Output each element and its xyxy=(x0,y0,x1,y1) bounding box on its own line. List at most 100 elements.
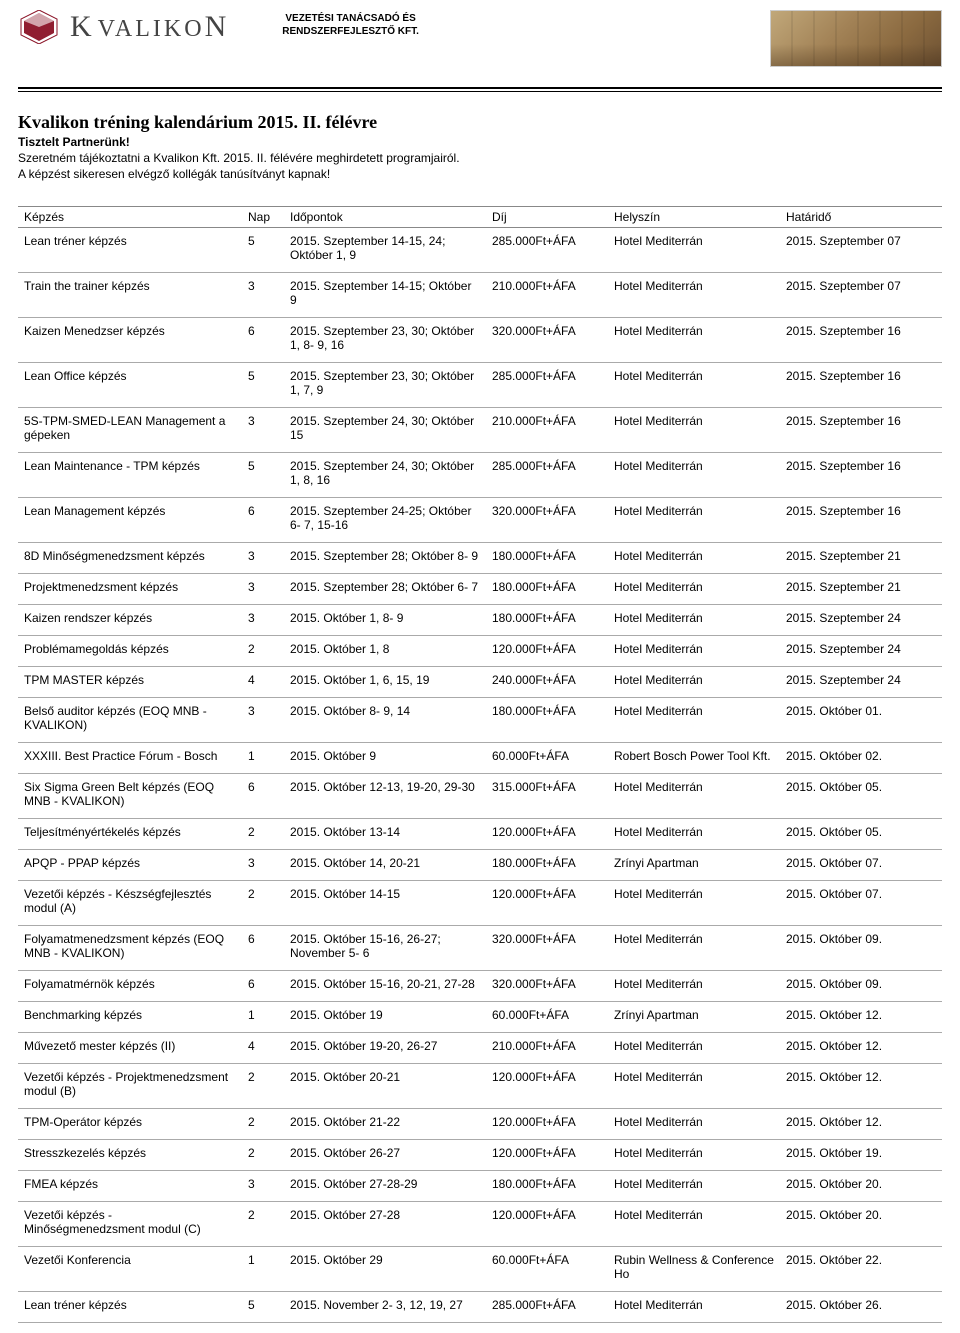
table-row: Vezetői képzés - Minőségmenedzsment modu… xyxy=(18,1202,942,1247)
table-cell: 2015. Október 22. xyxy=(780,1247,942,1292)
table-cell: 6 xyxy=(242,926,284,971)
table-cell: TPM MASTER képzés xyxy=(18,667,242,698)
divider-thin xyxy=(18,91,942,92)
table-cell: 2015. Szeptember 24 xyxy=(780,605,942,636)
table-cell: Teljesítményértékelés képzés xyxy=(18,819,242,850)
table-cell: 2015. Október 12-13, 19-20, 29-30 xyxy=(284,774,486,819)
table-row: Kaizen Menedzser képzés62015. Szeptember… xyxy=(18,318,942,363)
table-cell: 60.000Ft+ÁFA xyxy=(486,743,608,774)
table-row: Projektmenedzsment képzés32015. Szeptemb… xyxy=(18,574,942,605)
table-cell: 2015. Október 02. xyxy=(780,743,942,774)
table-row: Benchmarking képzés12015. Október 1960.0… xyxy=(18,1002,942,1033)
table-cell: Hotel Mediterrán xyxy=(608,498,780,543)
table-cell: 2015. Október 27-28-29 xyxy=(284,1171,486,1202)
table-cell: 2015. Október 14, 20-21 xyxy=(284,850,486,881)
table-cell: 2015. Október 20-21 xyxy=(284,1064,486,1109)
logo-icon xyxy=(18,10,60,44)
table-cell: 180.000Ft+ÁFA xyxy=(486,698,608,743)
table-row: 8D Minőségmenedzsment képzés32015. Szept… xyxy=(18,543,942,574)
table-cell: Hotel Mediterrán xyxy=(608,543,780,574)
table-row: Stresszkezelés képzés22015. Október 26-2… xyxy=(18,1140,942,1171)
table-cell: Vezetői Konferencia xyxy=(18,1247,242,1292)
table-row: Lean Office képzés52015. Szeptember 23, … xyxy=(18,363,942,408)
table-cell: Hotel Mediterrán xyxy=(608,453,780,498)
table-cell: 180.000Ft+ÁFA xyxy=(486,1171,608,1202)
table-cell: 6 xyxy=(242,498,284,543)
table-cell: 60.000Ft+ÁFA xyxy=(486,1247,608,1292)
table-header-row: Képzés Nap Időpontok Díj Helyszín Határi… xyxy=(18,207,942,228)
table-cell: Hotel Mediterrán xyxy=(608,1171,780,1202)
table-cell: 320.000Ft+ÁFA xyxy=(486,318,608,363)
table-row: Kaizen rendszer képzés32015. Október 1, … xyxy=(18,605,942,636)
table-cell: Stresszkezelés képzés xyxy=(18,1140,242,1171)
table-cell: 3 xyxy=(242,1171,284,1202)
table-cell: Robert Bosch Power Tool Kft. xyxy=(608,743,780,774)
table-cell: Hotel Mediterrán xyxy=(608,698,780,743)
greeting: Tisztelt Partnerünk! xyxy=(18,135,942,149)
table-cell: 120.000Ft+ÁFA xyxy=(486,819,608,850)
table-cell: 180.000Ft+ÁFA xyxy=(486,574,608,605)
table-cell: 180.000Ft+ÁFA xyxy=(486,850,608,881)
table-cell: 2015. Szeptember 21 xyxy=(780,543,942,574)
table-cell: 2015. Október 1, 6, 15, 19 xyxy=(284,667,486,698)
company-tagline: VEZETÉSI TANÁCSADÓ ÉS RENDSZERFEJLESZTŐ … xyxy=(282,12,419,38)
table-cell: 6 xyxy=(242,971,284,1002)
table-cell: TPM-Operátor képzés xyxy=(18,1109,242,1140)
col-nap: Nap xyxy=(242,207,284,228)
table-cell: 285.000Ft+ÁFA xyxy=(486,1292,608,1323)
table-cell: 2015. Szeptember 16 xyxy=(780,453,942,498)
table-cell: 2015. Október 13-14 xyxy=(284,819,486,850)
table-cell: Hotel Mediterrán xyxy=(608,1064,780,1109)
table-cell: 2015. Szeptember 14-15; Október 9 xyxy=(284,273,486,318)
table-row: TPM MASTER képzés42015. Október 1, 6, 15… xyxy=(18,667,942,698)
table-cell: 2 xyxy=(242,1109,284,1140)
table-cell: 120.000Ft+ÁFA xyxy=(486,1064,608,1109)
table-cell: Hotel Mediterrán xyxy=(608,1292,780,1323)
table-cell: 2 xyxy=(242,1202,284,1247)
table-cell: 2015. Szeptember 14-15, 24; Október 1, 9 xyxy=(284,228,486,273)
table-row: Vezetői képzés - Projektmenedzsment modu… xyxy=(18,1064,942,1109)
table-cell: 4 xyxy=(242,1033,284,1064)
table-cell: 5 xyxy=(242,228,284,273)
table-cell: 2015. Szeptember 28; Október 6- 7 xyxy=(284,574,486,605)
table-cell: Hotel Mediterrán xyxy=(608,774,780,819)
table-cell: Problémamegoldás képzés xyxy=(18,636,242,667)
table-cell: Hotel Mediterrán xyxy=(608,363,780,408)
table-cell: 180.000Ft+ÁFA xyxy=(486,605,608,636)
table-row: Művezető mester képzés (II)42015. Októbe… xyxy=(18,1033,942,1064)
table-cell: 2015. Október 19 xyxy=(284,1002,486,1033)
table-cell: 2015. Október 14-15 xyxy=(284,881,486,926)
table-cell: Zrínyi Apartman xyxy=(608,850,780,881)
table-cell: Hotel Mediterrán xyxy=(608,408,780,453)
table-cell: 2015. Szeptember 23, 30; Október 1, 7, 9 xyxy=(284,363,486,408)
table-cell: 2015. Október 19. xyxy=(780,1140,942,1171)
table-cell: 2015. Október 07. xyxy=(780,850,942,881)
table-cell: 2015. Október 01. xyxy=(780,698,942,743)
table-cell: Hotel Mediterrán xyxy=(608,1033,780,1064)
table-row: FMEA képzés32015. Október 27-28-29180.00… xyxy=(18,1171,942,1202)
table-cell: 2015. Október 09. xyxy=(780,971,942,1002)
table-cell: Vezetői képzés - Projektmenedzsment modu… xyxy=(18,1064,242,1109)
table-cell: 2015. Szeptember 23, 30; Október 1, 8- 9… xyxy=(284,318,486,363)
table-cell: Hotel Mediterrán xyxy=(608,971,780,1002)
table-cell: 2015. Október 27-28 xyxy=(284,1202,486,1247)
col-helyszin: Helyszín xyxy=(608,207,780,228)
table-cell: 3 xyxy=(242,605,284,636)
table-cell: Vezetői képzés - Készségfejlesztés modul… xyxy=(18,881,242,926)
table-cell: Kaizen rendszer képzés xyxy=(18,605,242,636)
table-cell: 2015. Október 19-20, 26-27 xyxy=(284,1033,486,1064)
table-cell: Hotel Mediterrán xyxy=(608,318,780,363)
table-cell: Kaizen Menedzser képzés xyxy=(18,318,242,363)
table-cell: 2015. Október 05. xyxy=(780,774,942,819)
table-cell: XXXIII. Best Practice Fórum - Bosch xyxy=(18,743,242,774)
table-row: APQP - PPAP képzés32015. Október 14, 20-… xyxy=(18,850,942,881)
divider-thick xyxy=(18,87,942,89)
table-row: Folyamatmenedzsment képzés (EOQ MNB - KV… xyxy=(18,926,942,971)
page-title: Kvalikon tréning kalendárium 2015. II. f… xyxy=(18,112,942,133)
table-cell: Hotel Mediterrán xyxy=(608,574,780,605)
table-cell: 3 xyxy=(242,698,284,743)
table-cell: Hotel Mediterrán xyxy=(608,228,780,273)
table-cell: 2015. Szeptember 24, 30; Október 1, 8, 1… xyxy=(284,453,486,498)
tagline-line1: VEZETÉSI TANÁCSADÓ ÉS xyxy=(282,12,419,25)
table-cell: Lean Maintenance - TPM képzés xyxy=(18,453,242,498)
